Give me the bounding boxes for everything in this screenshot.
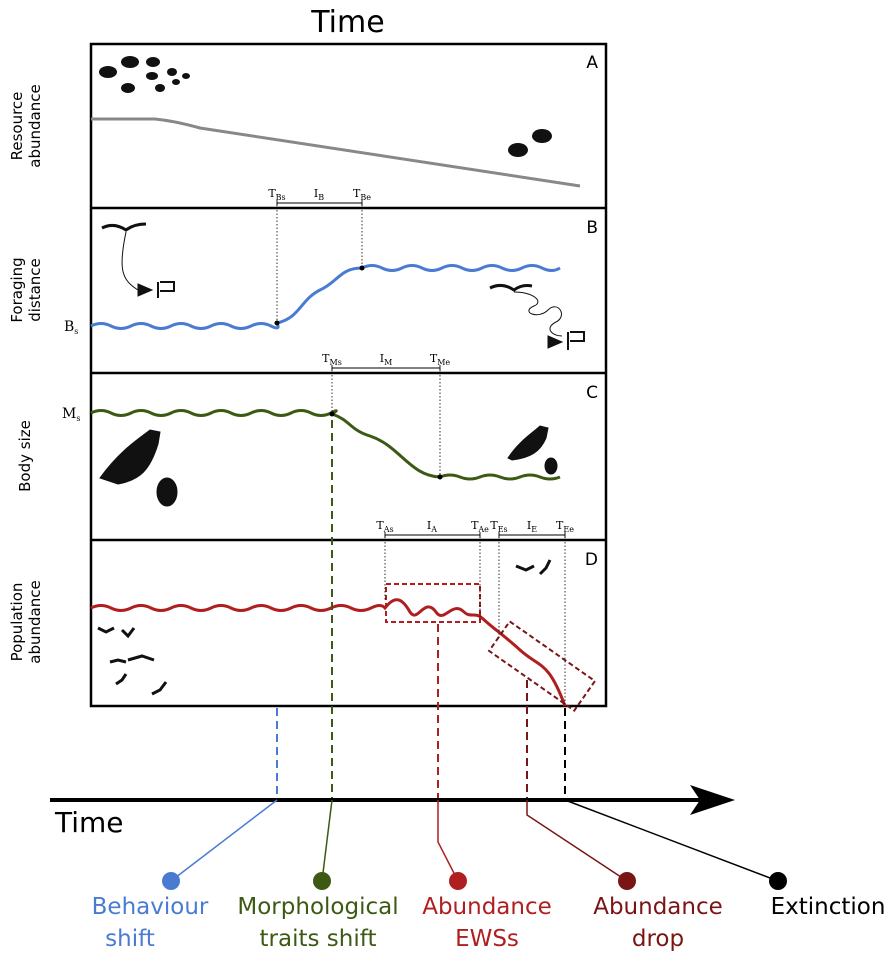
marker-sub: Bs [276, 193, 286, 202]
panel-letter: B [586, 218, 598, 238]
marker-main: T [322, 352, 330, 365]
legend-label: EWSs [455, 926, 519, 952]
marker-sub: Ee [563, 525, 574, 534]
marker-main: T [471, 519, 479, 532]
marker-sub: E [531, 525, 537, 534]
panel-letter: C [586, 383, 598, 403]
legend-dot [313, 872, 331, 890]
legend-label: Behaviour [92, 894, 209, 920]
start-sub: s [76, 414, 80, 423]
marker-main: I [427, 519, 431, 532]
abundance-curve [90, 598, 567, 707]
marker-label: IM [380, 352, 393, 367]
marker-sub: Ae [477, 525, 489, 534]
marker-main: I [314, 187, 318, 200]
legend-label: traits shift [260, 926, 377, 952]
marker-sub: Be [360, 193, 371, 202]
start-label: Ms [62, 406, 80, 423]
start-main: B [64, 319, 74, 335]
y-label: Body size [16, 420, 34, 492]
marker-sub: A [430, 525, 437, 534]
y-label: Foraging [8, 257, 26, 322]
body-size-curve [90, 409, 561, 481]
legend-label: drop [632, 926, 684, 952]
marker-label: TAs [376, 519, 393, 534]
y-label: abundance [26, 580, 44, 663]
legend-dot [618, 872, 636, 890]
foraging-curve [90, 264, 561, 330]
marker-sub: M [384, 358, 392, 367]
marker-label: TBs [268, 187, 285, 202]
marker-main: T [376, 519, 384, 532]
marker-label: TBe [353, 187, 371, 202]
marker-main: T [268, 187, 276, 200]
marker-sub: Me [437, 358, 450, 367]
legend-dot [162, 872, 180, 890]
marker-label: IE [527, 519, 537, 534]
legend-dot [449, 872, 467, 890]
legend-label: shift [105, 926, 155, 952]
legend-dot [769, 872, 787, 890]
marker-main: I [527, 519, 531, 532]
panel-letter: A [586, 53, 598, 73]
y-label: abundance [26, 84, 44, 167]
y-label: Population [8, 583, 26, 662]
fish-icons [99, 56, 552, 157]
legend-label: Morphological [237, 894, 398, 920]
bird-icons [97, 222, 585, 696]
marker-label: IA [427, 519, 437, 534]
legend-label: Abundance [422, 894, 552, 920]
marker-main: T [430, 352, 438, 365]
marker-label: TMs [322, 352, 342, 367]
marker-sub: B [318, 193, 324, 202]
marker-label: TEs [490, 519, 507, 534]
marker-lines [274, 200, 566, 706]
marker-main: I [380, 352, 384, 365]
marker-label: TEe [556, 519, 574, 534]
marker-sub: Ms [330, 358, 342, 367]
title: Time [310, 5, 384, 40]
axis-label: Time [54, 806, 124, 839]
y-label: distance [26, 258, 44, 322]
y-label: Resource [8, 92, 26, 161]
marker-label: IB [314, 187, 324, 202]
marker-sub: As [383, 525, 394, 534]
resource-curve [91, 117, 581, 188]
marker-main: T [556, 519, 564, 532]
start-label: Bs [64, 319, 78, 336]
drop-box [487, 620, 597, 712]
y-labels: Resource abundance Foraging distance Bod… [8, 84, 44, 663]
drop-lines [276, 420, 566, 800]
axis-arrow [690, 785, 735, 815]
panel-frame [89, 42, 608, 708]
legend: Behaviour shift Morphological traits shi… [92, 894, 886, 952]
start-sub: s [74, 327, 78, 336]
legend-label: Abundance [593, 894, 723, 920]
legend-label: Extinction [771, 894, 886, 920]
marker-main: T [490, 519, 498, 532]
marker-label: TAe [471, 519, 489, 534]
ews-box [385, 583, 481, 623]
marker-sub: Es [498, 525, 508, 534]
marker-main: T [353, 187, 361, 200]
start-main: M [62, 406, 76, 422]
connectors [170, 799, 779, 882]
marker-label: TMe [430, 352, 451, 367]
panel-letter: D [585, 550, 598, 570]
